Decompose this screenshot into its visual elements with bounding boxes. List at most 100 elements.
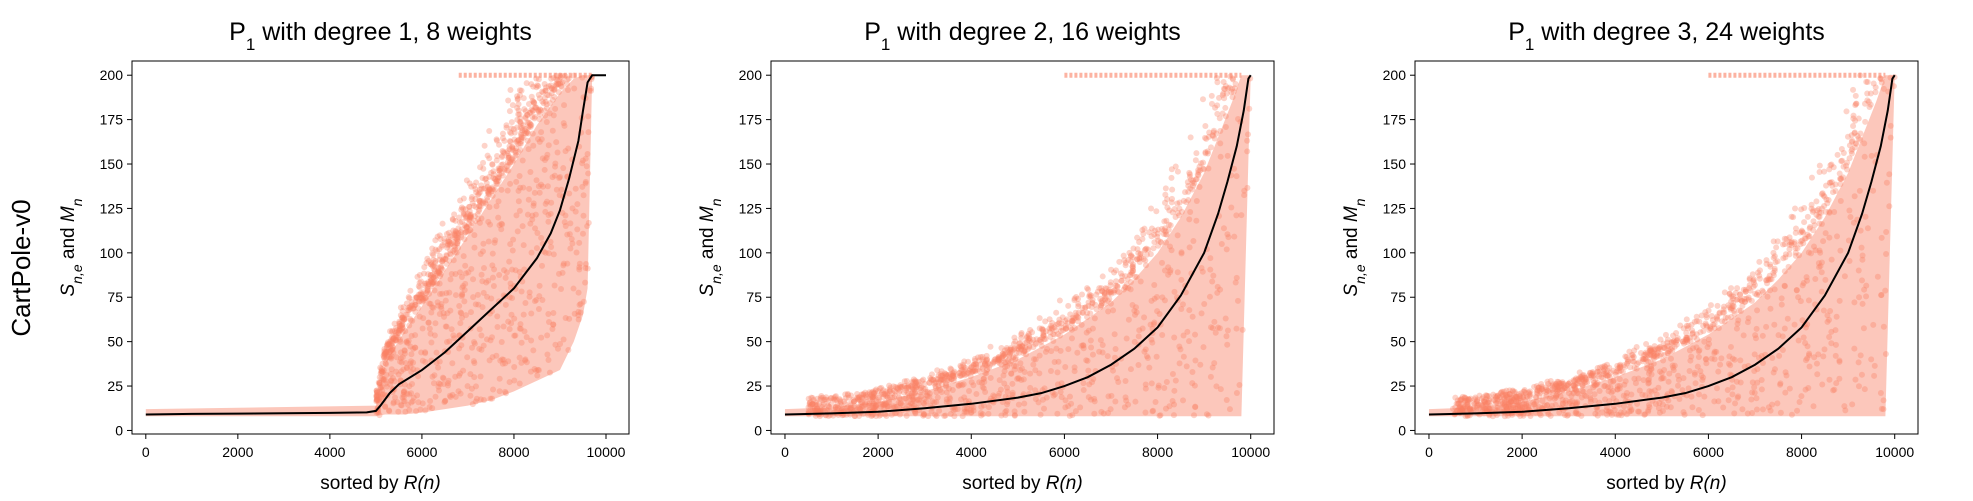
scatter-point: [1186, 338, 1193, 345]
scatter-point: [1845, 237, 1852, 244]
scatter-point: [535, 91, 542, 98]
scatter-point: [498, 220, 505, 227]
scatter-point: [1680, 340, 1687, 347]
scatter-point: [1552, 380, 1559, 387]
scatter-point: [1506, 391, 1513, 398]
scatter-point: [1714, 302, 1721, 309]
scatter-point: [922, 388, 929, 395]
scatter-point: [1482, 398, 1489, 405]
scatter-point: [1494, 393, 1501, 400]
scatter-point: [1021, 347, 1028, 354]
scatter-point: [867, 391, 874, 398]
scatter-point: [1047, 333, 1054, 340]
scatter-point: [386, 340, 393, 347]
scatter-point: [1802, 339, 1809, 346]
scatter-point: [1826, 334, 1833, 341]
scatter-point: [1633, 365, 1640, 372]
scatter-point: [1639, 391, 1646, 398]
scatter-point: [1849, 146, 1856, 153]
y-tick-label: 125: [739, 200, 763, 216]
scatter-point: [1192, 176, 1199, 183]
scatter-point: [1189, 179, 1196, 186]
scatter-point: [1734, 285, 1741, 292]
scatter-point: [1751, 367, 1758, 374]
scatter-point: [373, 389, 380, 396]
scatter-point: [500, 323, 507, 330]
scatter-point: [1561, 385, 1568, 392]
scatter-point: [873, 398, 880, 405]
scatter-point: [1233, 325, 1240, 332]
y-tick-label: 25: [1390, 378, 1406, 394]
scatter-point: [404, 390, 411, 397]
scatter-point: [926, 379, 933, 386]
scatter-point: [1645, 379, 1652, 386]
scatter-point: [382, 356, 389, 363]
scatter-point: [1643, 365, 1650, 372]
scatter-point: [1648, 371, 1655, 378]
scatter-point: [476, 197, 483, 204]
scatter-point: [1770, 254, 1777, 261]
scatter-point: [1762, 277, 1769, 284]
scatter-point: [523, 80, 530, 87]
scatter-point: [451, 249, 458, 256]
scatter-point: [1178, 305, 1185, 312]
scatter-point: [1805, 233, 1812, 240]
scatter-point: [424, 287, 431, 294]
scatter-point: [1531, 401, 1538, 408]
scatter-point: [471, 359, 478, 366]
scatter-point: [550, 309, 557, 316]
scatter-point: [938, 381, 945, 388]
scatter-point: [1707, 325, 1714, 332]
scatter-point: [380, 352, 387, 359]
scatter-point: [1825, 196, 1832, 203]
scatter-point: [484, 197, 491, 204]
scatter-point: [489, 161, 496, 168]
scatter-point: [506, 326, 513, 333]
scatter-point: [1011, 363, 1018, 370]
scatter-point: [1195, 167, 1202, 174]
scatter-point: [1085, 394, 1092, 401]
scatter-point: [557, 80, 564, 87]
scatter-point: [439, 258, 446, 265]
scatter-point: [1810, 243, 1817, 250]
scatter-point: [542, 200, 549, 207]
scatter-point: [488, 169, 495, 176]
scatter-point: [380, 354, 387, 361]
scatter-point: [1548, 393, 1555, 400]
scatter-point: [1062, 325, 1069, 332]
scatter-point: [496, 174, 503, 181]
scatter-point: [400, 389, 407, 396]
scatter-point: [1515, 395, 1522, 402]
scatter-point: [569, 205, 576, 212]
scatter-point: [854, 394, 861, 401]
scatter-point: [1027, 370, 1034, 377]
scatter-point: [1176, 212, 1183, 219]
scatter-point: [497, 165, 504, 172]
scatter-point: [1193, 176, 1200, 183]
scatter-point: [1155, 382, 1162, 389]
scatter-point: [1870, 187, 1877, 194]
scatter-point: [521, 127, 528, 134]
scatter-point: [1122, 259, 1129, 266]
scatter-point: [584, 150, 591, 157]
scatter-point: [1605, 372, 1612, 379]
scatter-point: [1748, 396, 1755, 403]
scatter-point: [512, 332, 519, 339]
scatter-point: [858, 399, 865, 406]
scatter-point: [550, 112, 557, 119]
scatter-point: [1665, 342, 1672, 349]
scatter-point: [1815, 213, 1822, 220]
scatter-point: [995, 354, 1002, 361]
scatter-point: [1727, 343, 1734, 350]
scatter-point: [585, 129, 592, 136]
scatter-point: [832, 403, 839, 410]
scatter-point: [561, 219, 568, 226]
scatter-point: [1216, 325, 1223, 332]
scatter-point: [1454, 407, 1461, 414]
scatter-point: [1053, 345, 1060, 352]
scatter-point: [474, 191, 481, 198]
scatter-point: [517, 115, 524, 122]
scatter-point: [1559, 380, 1566, 387]
scatter-point: [1671, 362, 1678, 369]
scatter-point: [1085, 327, 1092, 334]
